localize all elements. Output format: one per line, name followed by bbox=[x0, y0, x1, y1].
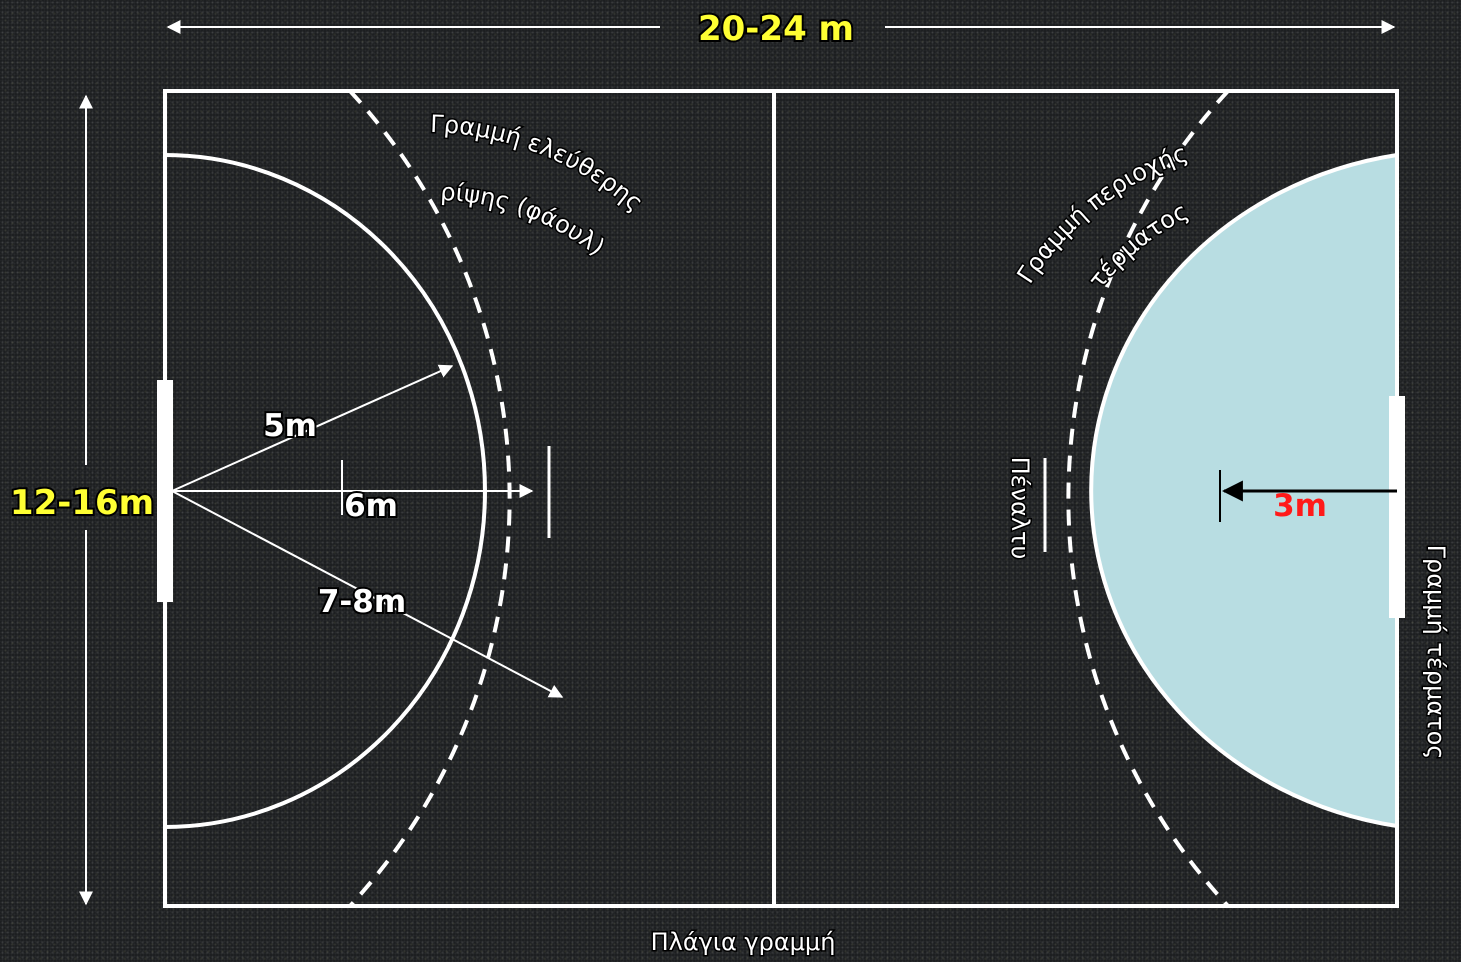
goal-right bbox=[1389, 396, 1405, 618]
free-throw-radius-arrow bbox=[171, 490, 564, 698]
free-throw-line-label-2: ρίψης (φάουλ) bbox=[440, 178, 610, 261]
goalkeeper-line-label: 3m bbox=[1273, 488, 1327, 524]
side-line-label: Πλάγια γραμμή bbox=[651, 928, 836, 956]
goal-area-radius-arrow bbox=[171, 364, 454, 492]
goal-area-radius-label: 5m bbox=[263, 408, 317, 444]
width-dimension-label: 12-16m bbox=[10, 483, 154, 523]
free-throw-line-left bbox=[348, 89, 512, 908]
free-throw-line-right bbox=[1066, 89, 1230, 908]
penalty-label: Πέναλτυ bbox=[1006, 457, 1034, 560]
length-dimension-label: 20-24 m bbox=[698, 9, 854, 49]
goal-left bbox=[157, 380, 173, 602]
goal-area-line-right bbox=[1089, 153, 1398, 828]
goal-line-label: Γραμμή τέρματος bbox=[1422, 545, 1450, 760]
free-throw-radius-label: 7-8m bbox=[318, 584, 406, 620]
penalty-distance-label: 6m bbox=[344, 488, 398, 524]
